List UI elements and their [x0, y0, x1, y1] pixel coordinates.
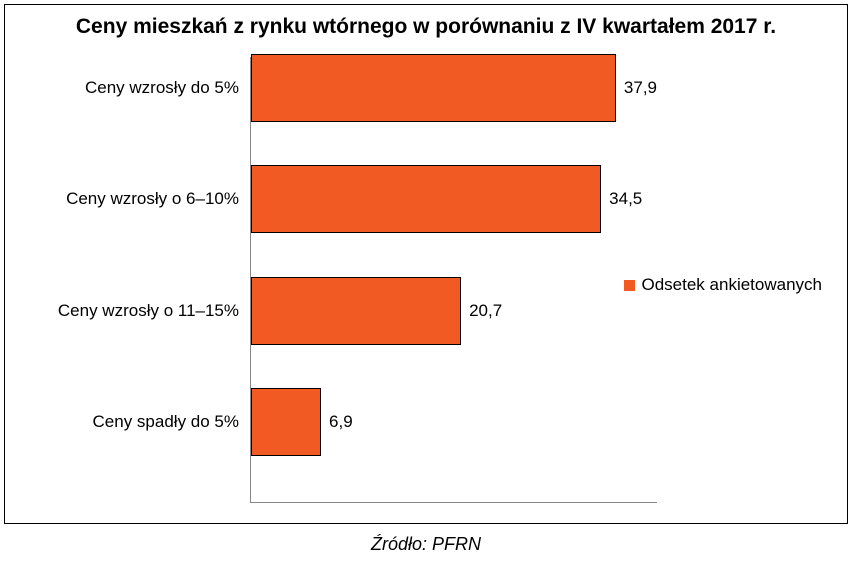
- source-text: Źródło: PFRN: [0, 528, 852, 555]
- chart-container: Ceny mieszkań z rynku wtórnego w porówna…: [4, 4, 848, 524]
- bar: [251, 54, 616, 122]
- category-label: Ceny wzrosły o 6–10%: [66, 189, 239, 209]
- plot-region: Ceny wzrosły do 5% 37,9 Ceny wzrosły o 6…: [15, 57, 657, 503]
- value-label: 37,9: [624, 78, 657, 98]
- bar-row: Ceny wzrosły o 11–15% 20,7: [251, 277, 657, 345]
- bar: [251, 165, 601, 233]
- legend-label: Odsetek ankietowanych: [642, 275, 823, 295]
- category-label: Ceny wzrosły o 11–15%: [58, 301, 239, 321]
- bar: [251, 277, 461, 345]
- value-label: 6,9: [329, 412, 353, 432]
- bar-row: Ceny wzrosły o 6–10% 34,5: [251, 165, 657, 233]
- bar-row: Ceny wzrosły do 5% 37,9: [251, 54, 657, 122]
- legend: Odsetek ankietowanych: [624, 275, 823, 295]
- legend-swatch: [624, 280, 635, 291]
- category-label: Ceny wzrosły do 5%: [85, 78, 239, 98]
- category-label: Ceny spadły do 5%: [93, 412, 239, 432]
- bar: [251, 388, 321, 456]
- value-label: 20,7: [469, 301, 502, 321]
- chart-body: Ceny wzrosły do 5% 37,9 Ceny wzrosły o 6…: [5, 47, 847, 523]
- value-label: 34,5: [609, 189, 642, 209]
- plot-area: Ceny wzrosły do 5% 37,9 Ceny wzrosły o 6…: [250, 57, 657, 503]
- bar-row: Ceny spadły do 5% 6,9: [251, 388, 657, 456]
- chart-title: Ceny mieszkań z rynku wtórnego w porówna…: [5, 5, 847, 47]
